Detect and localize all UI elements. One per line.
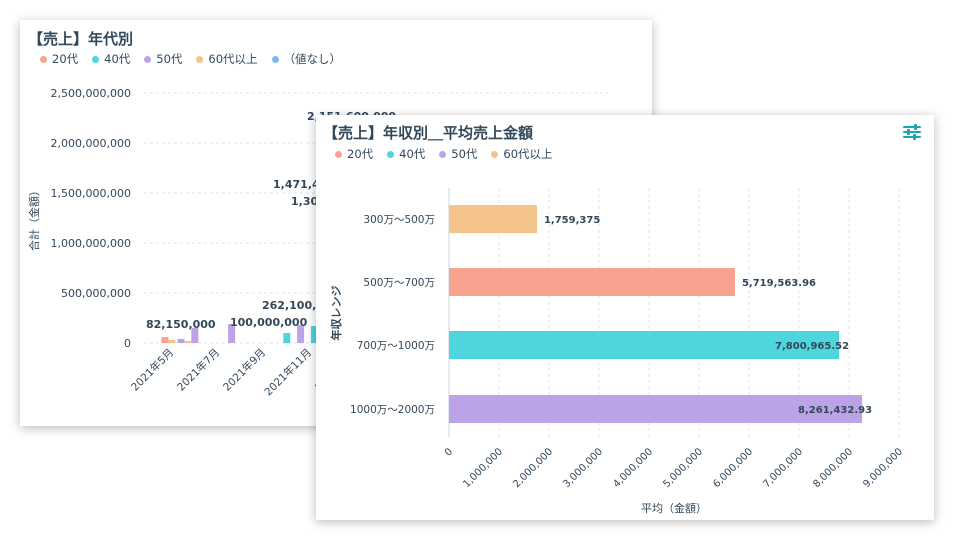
data-label: 100,000,000: [230, 316, 308, 329]
chart-title: 【売上】年代別: [28, 30, 134, 48]
x-tick-label: 4,000,000: [611, 446, 655, 490]
data-label: 1,471,40: [273, 178, 328, 191]
data-label: 262,100,00: [262, 299, 332, 312]
y-tick-label: 0: [124, 337, 131, 350]
legend-label: （値なし）: [283, 52, 342, 66]
x-tick-label: 3,000,000: [561, 446, 605, 490]
bar[interactable]: [449, 205, 537, 233]
bar[interactable]: [184, 341, 192, 343]
legend-label: 40代: [399, 147, 426, 161]
bar[interactable]: [228, 324, 236, 343]
x-tick-label: 7,000,000: [761, 446, 805, 490]
x-tick-label: 9,000,000: [861, 446, 905, 490]
data-label: 7,800,965.52: [775, 341, 849, 352]
data-label: 8,261,432.93: [798, 405, 872, 416]
bar[interactable]: [449, 268, 735, 296]
bar[interactable]: [310, 326, 318, 343]
y-tick-label: 700万〜1000万: [357, 340, 435, 352]
y-tick-label: 1000万〜2000万: [350, 404, 435, 416]
bar[interactable]: [297, 325, 305, 343]
bar[interactable]: [177, 339, 185, 343]
bar[interactable]: [449, 331, 840, 359]
y-axis-label: 合計（金額）: [27, 185, 41, 251]
legend-dot-icon: [196, 55, 204, 63]
legend-dot-icon: [144, 55, 152, 63]
sliders-icon[interactable]: [902, 123, 922, 141]
chart-legend: 20代 40代 50代 60代以上 （値なし）: [40, 51, 341, 67]
bar[interactable]: [161, 337, 169, 343]
x-tick-label: 2,000,000: [511, 446, 555, 490]
x-tick-label: 2021年5月: [128, 346, 176, 394]
legend-label: 60代以上: [503, 147, 553, 161]
legend-label: 20代: [52, 52, 79, 66]
legend-item[interactable]: 40代: [387, 146, 425, 162]
bar[interactable]: [283, 333, 291, 343]
data-label: 5,719,563.96: [742, 278, 816, 289]
legend-item[interactable]: （値なし）: [271, 51, 342, 67]
y-tick-label: 500,000,000: [61, 287, 131, 300]
legend-label: 40代: [104, 52, 131, 66]
y-tick-label: 300万〜500万: [363, 214, 435, 226]
x-tick-label: 8,000,000: [811, 446, 855, 490]
legend-label: 50代: [156, 52, 183, 66]
bar[interactable]: [168, 340, 176, 343]
legend-label: 20代: [347, 147, 374, 161]
y-tick-label: 2,500,000,000: [51, 87, 131, 100]
legend-item[interactable]: 20代: [40, 51, 78, 67]
y-tick-label: 1,500,000,000: [51, 187, 131, 200]
legend-dot-icon: [491, 150, 499, 158]
chart-legend: 20代 40代 50代 60代以上: [335, 146, 553, 162]
x-tick-label: 5,000,000: [661, 446, 705, 490]
legend-label: 60代以上: [208, 52, 258, 66]
chart-card-income: 【売上】年収別＿平均売上金額 20代 40代 50代 60代以上 300万〜500万 1…: [316, 115, 934, 520]
legend-label: 50代: [451, 147, 478, 161]
x-tick-label: 2021年7月: [174, 346, 222, 394]
legend-item[interactable]: 50代: [439, 146, 477, 162]
y-axis-label: 年収レンジ: [329, 286, 343, 341]
legend-dot-icon: [439, 150, 447, 158]
legend-item[interactable]: 40代: [92, 51, 130, 67]
legend-dot-icon: [387, 150, 395, 158]
y-tick-label: 1,000,000,000: [51, 237, 131, 250]
x-tick-label: 0: [443, 446, 455, 458]
legend-dot-icon: [92, 55, 100, 63]
data-label: 1,759,375: [544, 215, 600, 226]
bar-chart-income: 300万〜500万 1,759,375 500万〜700万 5,719,563.96 7…: [329, 188, 905, 515]
x-tick-label: 2021年9月: [220, 346, 268, 394]
legend-dot-icon: [40, 55, 47, 63]
x-tick-label: 1,000,000: [461, 446, 505, 490]
x-tick-label: 6,000,000: [711, 446, 755, 490]
legend-item[interactable]: 50代: [144, 51, 182, 67]
legend-item[interactable]: 60代以上: [196, 51, 258, 67]
bar[interactable]: [191, 328, 199, 343]
x-axis-label: 平均（金額）: [641, 501, 707, 515]
legend-item[interactable]: 20代: [335, 146, 373, 162]
data-label: 82,150,000: [146, 318, 216, 331]
legend-dot-icon: [271, 55, 279, 63]
bar[interactable]: [449, 395, 863, 423]
x-tick-label: 2021年11月: [262, 346, 314, 398]
legend-item[interactable]: 60代以上: [491, 146, 553, 162]
legend-dot-icon: [335, 150, 342, 158]
y-tick-label: 500万〜700万: [363, 277, 435, 289]
chart-title: 【売上】年収別＿平均売上金額: [323, 124, 534, 142]
y-tick-label: 2,000,000,000: [51, 137, 131, 150]
